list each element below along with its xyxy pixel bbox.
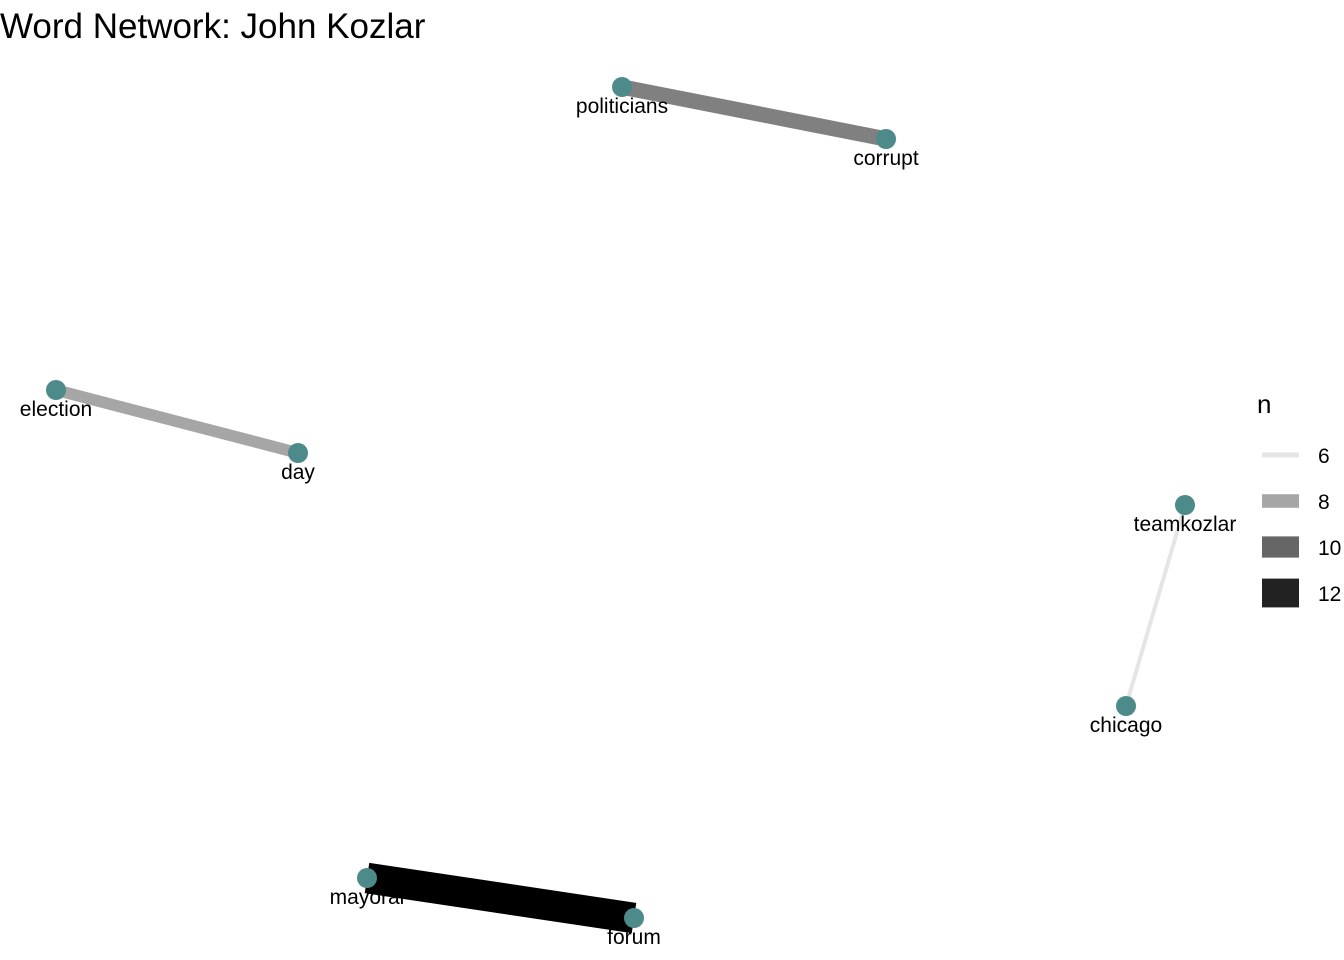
legend-key-6 <box>1262 452 1299 458</box>
node-teamkozlar <box>1175 495 1195 515</box>
edge-mayoral-forum <box>364 862 637 934</box>
legend-label-10: 10 <box>1318 537 1341 560</box>
edge-teamkozlar-chicago <box>1124 504 1187 707</box>
nodes-layer <box>46 77 1195 928</box>
node-chicago <box>1116 696 1136 716</box>
legend-label-6: 6 <box>1318 445 1330 468</box>
node-mayoral <box>357 868 377 888</box>
plot-title: Word Network: John Kozlar <box>0 7 426 46</box>
node-label-politicians: politicians <box>576 95 668 118</box>
node-label-mayoral: mayoral <box>330 886 405 909</box>
legend-label-8: 8 <box>1318 491 1330 514</box>
legend-title: n <box>1257 389 1271 419</box>
edges-layer <box>54 79 1187 934</box>
legend-label-12: 12 <box>1318 583 1341 606</box>
node-forum <box>624 908 644 928</box>
node-day <box>288 443 308 463</box>
legend: n 6 8 10 12 <box>1257 389 1341 608</box>
legend-key-10 <box>1262 536 1299 558</box>
node-label-corrupt: corrupt <box>853 147 919 170</box>
legend-keys: 6 8 10 12 <box>1262 445 1341 608</box>
node-corrupt <box>876 129 896 149</box>
node-label-election: election <box>20 398 92 421</box>
edge-politicians-corrupt <box>620 79 888 147</box>
node-election <box>46 380 66 400</box>
node-label-teamkozlar: teamkozlar <box>1134 513 1237 536</box>
node-label-forum: forum <box>607 926 661 949</box>
node-politicians <box>612 77 632 97</box>
legend-key-8 <box>1262 494 1299 508</box>
node-label-day: day <box>281 461 315 484</box>
legend-key-12 <box>1262 578 1299 608</box>
labels-layer: politicians corrupt election day teamkozlar c… <box>20 95 1237 949</box>
edge-election-day <box>54 384 300 459</box>
node-label-chicago: chicago <box>1090 714 1162 737</box>
